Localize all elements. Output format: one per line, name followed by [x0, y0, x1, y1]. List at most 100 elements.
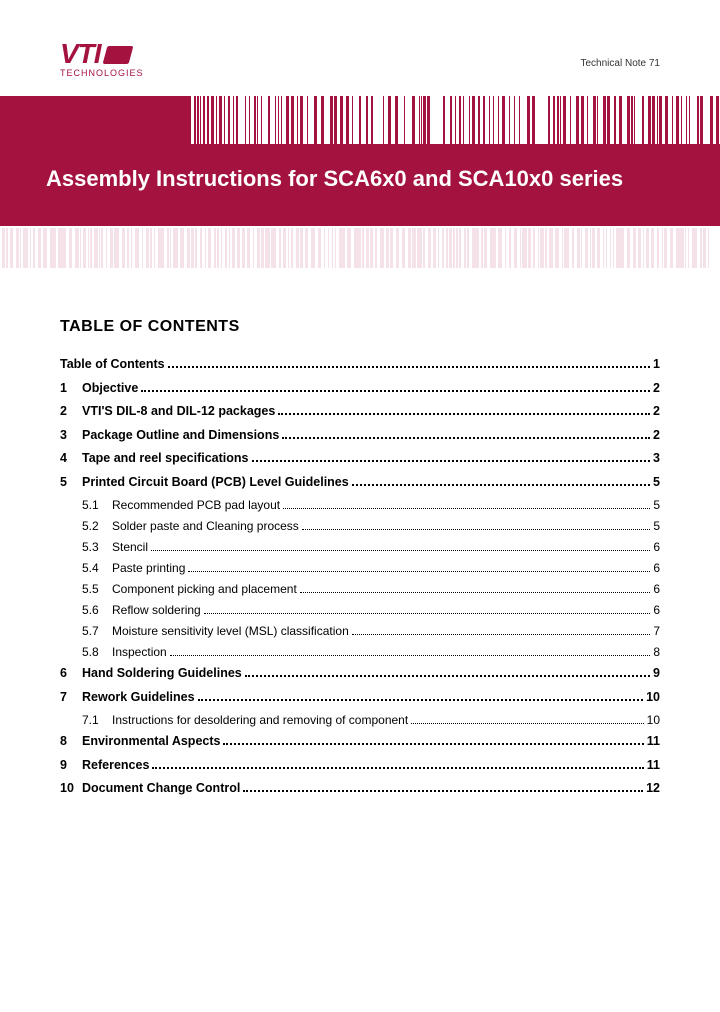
toc-leader-dots: [141, 390, 650, 392]
logo-icon: [102, 46, 133, 64]
toc-list: Table of Contents11Objective22VTI'S DIL-…: [60, 358, 660, 795]
toc-entry-number: 3: [60, 429, 82, 442]
toc-entry-page: 2: [653, 405, 660, 418]
toc-entry-label: VTI'S DIL-8 and DIL-12 packages: [82, 405, 275, 418]
toc-entry: 9References 11: [60, 759, 660, 772]
toc-entry-label: Objective: [82, 382, 138, 395]
logo: VTI TECHNOLOGIES: [60, 38, 144, 78]
toc-entry-page: 11: [647, 759, 660, 772]
toc-entry-page: 6: [653, 583, 660, 595]
toc-leader-dots: [278, 413, 650, 415]
toc-entry-label: Tape and reel specifications: [82, 452, 249, 465]
content-area: TABLE OF CONTENTS Table of Contents11Obj…: [0, 268, 720, 795]
toc-subentry: 5.8Inspection8: [60, 646, 660, 658]
toc-leader-dots: [352, 634, 651, 635]
toc-entry: 1Objective 2: [60, 382, 660, 395]
logo-text: VTI: [60, 38, 101, 70]
toc-entry-page: 2: [653, 429, 660, 442]
document-page: VTI TECHNOLOGIES Technical Note 71 Assem…: [0, 0, 720, 1012]
toc-entry: 7Rework Guidelines 10: [60, 691, 660, 704]
toc-subentry: 5.2Solder paste and Cleaning process 5: [60, 520, 660, 532]
toc-leader-dots: [243, 790, 643, 792]
toc-leader-dots: [170, 655, 651, 656]
toc-leader-dots: [411, 723, 643, 724]
toc-entry-number: 5.7: [82, 625, 112, 637]
toc-entry-label: Moisture sensitivity level (MSL) classif…: [112, 625, 349, 637]
toc-entry-page: 12: [646, 782, 660, 795]
toc-leader-dots: [151, 550, 650, 551]
toc-subentry: 7.1Instructions for desoldering and remo…: [60, 714, 660, 726]
toc-leader-dots: [168, 366, 650, 368]
toc-entry-number: 8: [60, 735, 82, 748]
toc-leader-dots: [188, 571, 650, 572]
toc-entry-number: 5.8: [82, 646, 112, 658]
toc-entry: 5Printed Circuit Board (PCB) Level Guide…: [60, 476, 660, 489]
toc-entry: 6Hand Soldering Guidelines 9: [60, 667, 660, 680]
toc-entry-number: 5.1: [82, 499, 112, 511]
toc-entry-number: 6: [60, 667, 82, 680]
toc-entry-page: 5: [653, 520, 660, 532]
toc-entry-page: 5: [653, 476, 660, 489]
toc-entry-number: 1: [60, 382, 82, 395]
toc-entry-page: 10: [647, 714, 660, 726]
toc-entry-page: 6: [653, 604, 660, 616]
toc-subentry: 5.3Stencil 6: [60, 541, 660, 553]
toc-subentry: 5.6Reflow soldering6: [60, 604, 660, 616]
toc-leader-dots: [152, 767, 643, 769]
toc-entry-number: 7: [60, 691, 82, 704]
toc-entry-page: 11: [647, 735, 660, 748]
technical-note-label: Technical Note 71: [581, 58, 661, 69]
toc-entry-number: 5.3: [82, 541, 112, 553]
toc-heading: TABLE OF CONTENTS: [60, 318, 660, 336]
title-band: Assembly Instructions for SCA6x0 and SCA…: [0, 96, 720, 226]
toc-entry-label: Recommended PCB pad layout: [112, 499, 280, 511]
toc-entry-page: 6: [653, 562, 660, 574]
toc-entry-number: 9: [60, 759, 82, 772]
toc-subentry: 5.4Paste printing6: [60, 562, 660, 574]
toc-entry-number: 5.2: [82, 520, 112, 532]
toc-entry-page: 8: [653, 646, 660, 658]
toc-entry-label: Printed Circuit Board (PCB) Level Guidel…: [82, 476, 349, 489]
toc-leader-dots: [252, 460, 651, 462]
toc-entry-number: 2: [60, 405, 82, 418]
toc-entry-page: 3: [653, 452, 660, 465]
header: VTI TECHNOLOGIES Technical Note 71: [0, 0, 720, 78]
toc-entry: 2VTI'S DIL-8 and DIL-12 packages2: [60, 405, 660, 418]
toc-leader-dots: [223, 743, 643, 745]
toc-entry-label: Hand Soldering Guidelines: [82, 667, 242, 680]
toc-entry-page: 10: [646, 691, 660, 704]
toc-entry-label: Paste printing: [112, 562, 185, 574]
logo-main: VTI: [60, 38, 144, 70]
toc-entry-label: Environmental Aspects: [82, 735, 220, 748]
toc-entry: 8Environmental Aspects 11: [60, 735, 660, 748]
toc-leader-dots: [204, 613, 651, 614]
toc-entry-label: Reflow soldering: [112, 604, 201, 616]
toc-entry-label: Stencil: [112, 541, 148, 553]
toc-entry-label: Rework Guidelines: [82, 691, 195, 704]
toc-entry-label: Instructions for desoldering and removin…: [112, 714, 408, 726]
toc-entry: Table of Contents1: [60, 358, 660, 371]
toc-entry-number: 5: [60, 476, 82, 489]
toc-subentry: 5.1Recommended PCB pad layout 5: [60, 499, 660, 511]
toc-entry-page: 5: [653, 499, 660, 511]
toc-entry-number: 7.1: [82, 714, 112, 726]
toc-leader-dots: [283, 508, 650, 509]
toc-leader-dots: [245, 675, 650, 677]
toc-leader-dots: [300, 592, 651, 593]
toc-entry-label: References: [82, 759, 149, 772]
toc-entry-label: Solder paste and Cleaning process: [112, 520, 299, 532]
toc-leader-dots: [352, 484, 650, 486]
logo-subtext: TECHNOLOGIES: [60, 68, 144, 78]
toc-leader-dots: [302, 529, 651, 530]
barcode-decoration-bottom: [0, 228, 720, 268]
toc-entry-number: 10: [60, 782, 82, 795]
toc-leader-dots: [282, 437, 650, 439]
toc-entry-label: Component picking and placement: [112, 583, 297, 595]
document-title: Assembly Instructions for SCA6x0 and SCA…: [0, 166, 623, 192]
toc-subentry: 5.7Moisture sensitivity level (MSL) clas…: [60, 625, 660, 637]
toc-entry-page: 1: [653, 358, 660, 371]
toc-entry-label: Document Change Control: [82, 782, 240, 795]
toc-entry-page: 2: [653, 382, 660, 395]
toc-entry-page: 9: [653, 667, 660, 680]
toc-entry-page: 6: [653, 541, 660, 553]
